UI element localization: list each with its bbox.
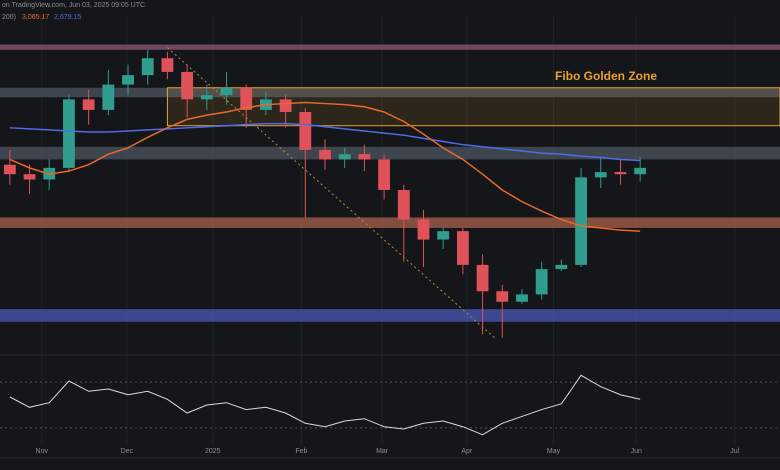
candle-body xyxy=(456,231,469,265)
header-period: 200) xyxy=(2,14,16,21)
candle-body xyxy=(63,99,75,168)
candle-body xyxy=(82,99,95,110)
candle-body xyxy=(614,172,627,175)
candle-body xyxy=(3,164,16,175)
x-tick-label: Feb xyxy=(295,448,307,455)
candle-body xyxy=(535,269,548,295)
candle-body xyxy=(122,75,134,85)
candle-body xyxy=(634,167,647,175)
candle-body xyxy=(397,190,410,220)
x-tick-label: Nov xyxy=(36,448,49,455)
ma-value-label: 2,679.15 xyxy=(54,14,81,21)
x-tick-label: Jun xyxy=(631,448,642,455)
candle-body xyxy=(240,87,253,110)
candle-body xyxy=(555,264,568,270)
candle-body xyxy=(23,174,36,180)
candle-body xyxy=(378,159,390,191)
candle-body xyxy=(417,219,430,240)
zone xyxy=(0,87,780,98)
moving-average xyxy=(9,122,641,162)
candle-body xyxy=(279,99,292,112)
x-tick-label: Dec xyxy=(121,448,134,455)
candle-body xyxy=(141,58,154,76)
candle-body xyxy=(437,231,450,240)
header-source: on TradingView.com, Jun 03, 2025 09:05 U… xyxy=(2,2,145,9)
plot-layer xyxy=(0,15,780,459)
candle-body xyxy=(102,84,115,110)
candle-body xyxy=(319,149,331,160)
x-tick-label: Apr xyxy=(461,448,473,455)
x-tick-label: Mar xyxy=(376,448,389,455)
moving-average xyxy=(9,101,641,232)
x-tick-label: May xyxy=(547,448,561,455)
candle-body xyxy=(200,95,213,100)
candle-body xyxy=(496,291,509,302)
candle-body xyxy=(358,154,371,160)
zone xyxy=(0,309,780,322)
zone xyxy=(0,44,780,50)
candle-body xyxy=(594,172,607,178)
candle-body xyxy=(575,177,587,265)
zone xyxy=(0,146,780,160)
fibo-zone xyxy=(166,87,780,127)
candle-body xyxy=(516,294,528,302)
rsi-line xyxy=(9,374,641,436)
fibo-label: Fibo Golden Zone xyxy=(555,69,657,83)
candle-body xyxy=(299,111,312,150)
candle-body xyxy=(220,87,233,96)
candle-body xyxy=(476,264,489,292)
x-tick-label: 2025 xyxy=(205,448,221,455)
candle-body xyxy=(181,71,194,100)
candle-body xyxy=(338,154,351,160)
ma-value-label: 3,065.17 xyxy=(22,14,49,21)
candle-body xyxy=(161,58,174,72)
x-tick-label: Jul xyxy=(730,448,739,455)
zone xyxy=(0,217,780,228)
